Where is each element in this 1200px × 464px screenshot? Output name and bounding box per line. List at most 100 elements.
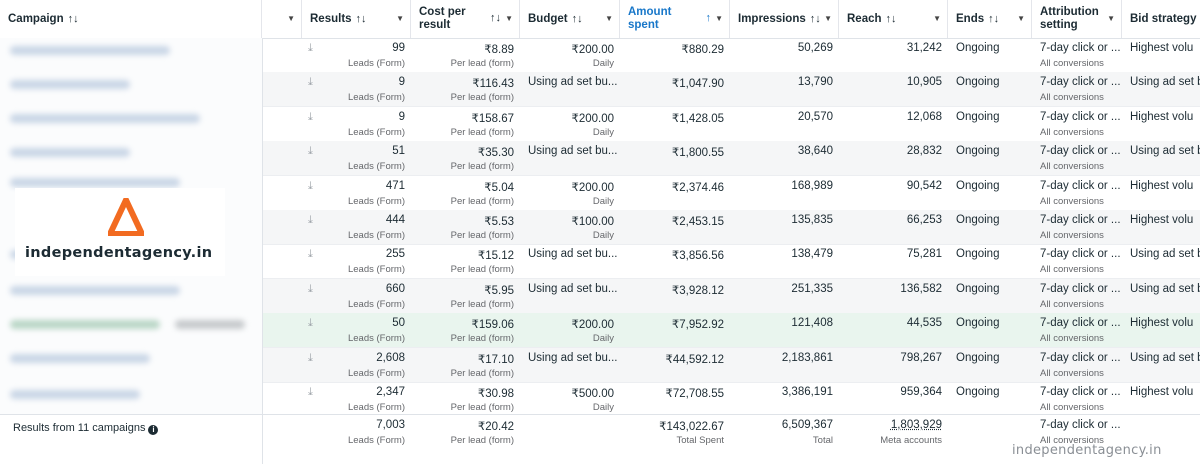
table-row[interactable]: ⤓ 255 Leads (Form) ₹15.12 Per lead (form) Usi…: [0, 244, 1200, 280]
chevron-down-icon[interactable]: ▼: [715, 14, 723, 23]
sort-icon[interactable]: ↑↓: [988, 13, 1000, 25]
cell-bid: Using ad set bic: [1130, 76, 1200, 89]
chevron-down-icon[interactable]: ▼: [1017, 14, 1025, 23]
cell-spent: ₹3,856.56: [671, 250, 724, 263]
column-header-amount-spent[interactable]: Amount spent ↑ ▼: [620, 0, 730, 38]
cell-reach: 10,905: [906, 76, 942, 89]
cell-spent: ₹7,952.92: [671, 319, 724, 332]
download-icon[interactable]: ⤓: [308, 179, 313, 192]
download-icon[interactable]: ⤓: [308, 282, 313, 295]
download-icon[interactable]: ⤓: [308, 214, 313, 226]
download-icon[interactable]: ⤓: [308, 110, 313, 123]
chevron-down-icon[interactable]: ▼: [1107, 14, 1115, 23]
download-icon[interactable]: ⤓: [308, 386, 313, 398]
table-row[interactable]: ⤓ 99 Leads (Form) ₹8.89 Per lead (form) ₹200.…: [0, 38, 1200, 73]
download-icon[interactable]: ⤓: [308, 317, 313, 330]
download-icon[interactable]: ⤓: [308, 351, 313, 364]
cell-ends: Ongoing: [956, 351, 1000, 364]
chevron-down-icon[interactable]: ▼: [505, 14, 513, 23]
table-header: Campaign ↑↓ ▼ Results ↑↓ ▼ Cost per result…: [0, 0, 1200, 39]
cell-results: 9 Leads (Form): [347, 110, 405, 138]
column-label-ends: Ends: [956, 13, 985, 25]
cell-results: 9 Leads (Form): [347, 76, 405, 104]
info-icon[interactable]: i: [148, 425, 159, 435]
cell-cost: ₹116.43 Per lead (form): [450, 78, 514, 104]
cell-spent: ₹2,453.15: [671, 216, 724, 228]
download-icon[interactable]: ⤓: [308, 145, 313, 158]
cell-impressions: 3,386,191: [781, 386, 833, 398]
cell-spent: ₹72,708.55: [665, 388, 724, 400]
cell-bid: Highest volu: [1130, 386, 1194, 398]
sort-icon[interactable]: ↑↓: [355, 13, 367, 25]
column-label-campaign: Campaign: [8, 13, 64, 25]
sort-ascending-icon[interactable]: ↑: [705, 12, 712, 24]
cell-cost: ₹30.98 Per lead (form): [450, 388, 514, 413]
cell-bid: Using ad set bic: [1130, 282, 1200, 295]
cell-ends: Ongoing: [956, 145, 1000, 158]
cell-impressions: 13,790: [797, 76, 833, 89]
chevron-down-icon[interactable]: ▼: [933, 14, 941, 23]
logo-text: independentagency.in: [25, 245, 213, 261]
cell-budget: ₹200.00 Daily: [571, 319, 615, 345]
column-label-cost-per-result: Cost per result: [419, 6, 466, 31]
blurred-campaign-name: [175, 320, 245, 329]
cell-ends: Ongoing: [956, 42, 1000, 54]
cell-budget: Using ad set bu...: [528, 248, 618, 261]
cell-impressions: 50,269: [797, 42, 833, 54]
cell-results: 660 Leads (Form): [347, 282, 405, 310]
cell-budget: ₹500.00 Daily: [571, 388, 615, 413]
sort-icon[interactable]: ↑↓: [490, 12, 501, 24]
cell-results: 444 Leads (Form): [347, 214, 405, 241]
chevron-down-icon[interactable]: ▼: [287, 14, 295, 23]
download-icon[interactable]: ⤓: [308, 42, 313, 54]
cell-results: 51 Leads (Form): [347, 145, 405, 173]
blurred-campaign-name: [10, 46, 170, 55]
sort-icon[interactable]: ↑↓: [809, 13, 821, 25]
column-header-reach[interactable]: Reach ↑↓ ▼: [839, 0, 948, 38]
chevron-down-icon[interactable]: ▼: [824, 14, 832, 23]
cell-cost: ₹8.89 Per lead (form): [450, 44, 514, 69]
cell-attr: 7-day click or ... All conversions: [1040, 179, 1121, 207]
cell-attr: 7-day click or ... All conversions: [1040, 386, 1121, 413]
column-header-attribution[interactable]: Attribution setting ▼: [1032, 0, 1122, 38]
column-header-impressions[interactable]: Impressions ↑↓ ▼: [730, 0, 839, 38]
cell-reach: 75,281: [906, 248, 942, 261]
sort-icon[interactable]: ↑↓: [571, 13, 583, 25]
column-header-cost-per-result[interactable]: Cost per result ↑↓ ▼: [411, 0, 520, 38]
cell-reach: 798,267: [900, 351, 942, 364]
divider: [262, 415, 263, 464]
cell-budget: ₹200.00 Daily: [571, 112, 615, 138]
download-icon[interactable]: ⤓: [308, 248, 313, 261]
column-header-campaign[interactable]: Campaign ↑↓: [0, 0, 262, 38]
blurred-campaign-name: [10, 354, 150, 363]
column-header-bid-strategy[interactable]: Bid strategy: [1122, 0, 1200, 38]
column-label-bid-strategy: Bid strategy: [1130, 13, 1197, 25]
cell-results: 2,347 Leads (Form): [347, 386, 405, 413]
summary-title: Results from 11 campaigns i: [13, 422, 159, 435]
cell-spent: ₹1,047.90: [671, 78, 724, 91]
summary-attribution: 7-day click or ... All conversions: [1040, 419, 1121, 446]
column-header-ends[interactable]: Ends ↑↓ ▼: [948, 0, 1032, 38]
column-header-budget[interactable]: Budget ↑↓ ▼: [520, 0, 620, 38]
cell-cost: ₹5.04 Per lead (form): [450, 181, 514, 207]
column-header-results[interactable]: Results ↑↓ ▼: [302, 0, 411, 38]
triangle-logo-icon: [108, 198, 144, 236]
cell-ends: Ongoing: [956, 179, 1000, 192]
cell-budget: Using ad set bu...: [528, 351, 618, 364]
chevron-down-icon[interactable]: ▼: [396, 14, 404, 23]
sort-icon[interactable]: ↑↓: [885, 13, 897, 25]
download-icon[interactable]: ⤓: [308, 76, 313, 89]
cell-ends: Ongoing: [956, 214, 1000, 226]
cell-attr: 7-day click or ... All conversions: [1040, 317, 1121, 345]
cell-cost: ₹158.67 Per lead (form): [450, 112, 514, 138]
sort-icon[interactable]: ↑↓: [67, 13, 79, 25]
cell-cost: ₹35.30 Per lead (form): [450, 147, 514, 173]
chevron-down-icon[interactable]: ▼: [605, 14, 613, 23]
cell-impressions: 20,570: [797, 110, 833, 123]
column-header-menu[interactable]: ▼: [262, 0, 302, 38]
cell-bid: Highest volu: [1130, 317, 1194, 330]
summary-impressions: 6,509,367 Total: [781, 419, 833, 446]
cell-attr: 7-day click or ... All conversions: [1040, 145, 1121, 173]
cell-attr: 7-day click or ... All conversions: [1040, 282, 1121, 310]
